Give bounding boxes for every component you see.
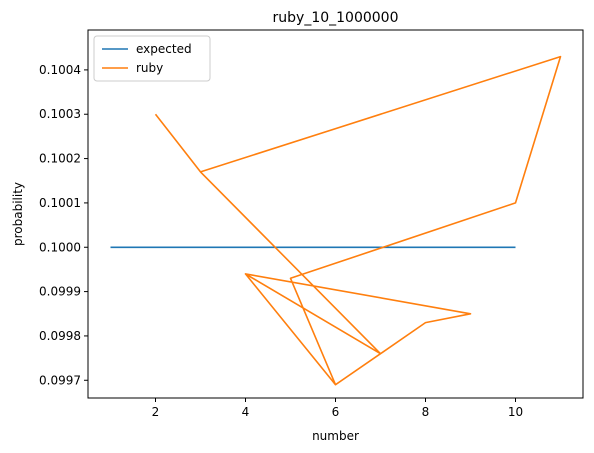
x-tick-label: 8 (422, 405, 430, 419)
x-tick-label: 4 (242, 405, 250, 419)
plot-lines (110, 55, 562, 386)
x-axis-label: number (312, 429, 359, 443)
x-tick-label: 10 (508, 405, 523, 419)
y-tick-label: 0.1002 (39, 152, 81, 166)
chart-title: ruby_10_1000000 (273, 10, 399, 26)
y-tick-label: 0.0999 (39, 285, 81, 299)
legend-box (93, 35, 211, 82)
legend-label-expected: expected (136, 42, 192, 56)
y-tick-label: 0.0997 (39, 373, 81, 387)
y-tick-label: 0.0998 (39, 329, 81, 343)
y-axis: 0.0997 0.0998 0.0999 0.1000 0.1001 0.1002 0.10… (39, 63, 88, 387)
legend-label-ruby: ruby (136, 61, 163, 75)
y-tick-label: 0.1001 (39, 196, 81, 210)
y-tick-label: 0.1003 (39, 107, 81, 121)
y-tick-label: 0.1000 (39, 240, 81, 254)
x-tick-label: 2 (152, 405, 160, 419)
plot-frame (87, 29, 584, 399)
x-axis: 2 4 6 8 10 (152, 398, 523, 419)
x-tick-label: 6 (332, 405, 340, 419)
y-axis-label: probability (11, 182, 25, 246)
legend: expected ruby (93, 35, 211, 82)
y-tick-label: 0.1004 (39, 63, 81, 77)
series-line-ruby (154, 55, 562, 386)
